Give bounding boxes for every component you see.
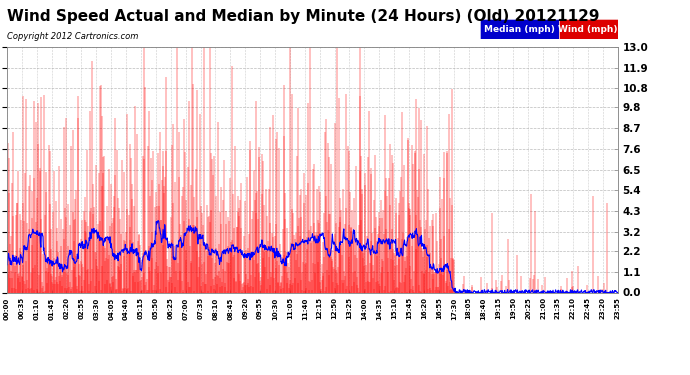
- Text: Wind Speed Actual and Median by Minute (24 Hours) (Old) 20121129: Wind Speed Actual and Median by Minute (…: [8, 9, 600, 24]
- Text: Copyright 2012 Cartronics.com: Copyright 2012 Cartronics.com: [7, 32, 138, 41]
- Text: Median (mph): Median (mph): [484, 25, 555, 34]
- Text: Wind (mph): Wind (mph): [558, 25, 618, 34]
